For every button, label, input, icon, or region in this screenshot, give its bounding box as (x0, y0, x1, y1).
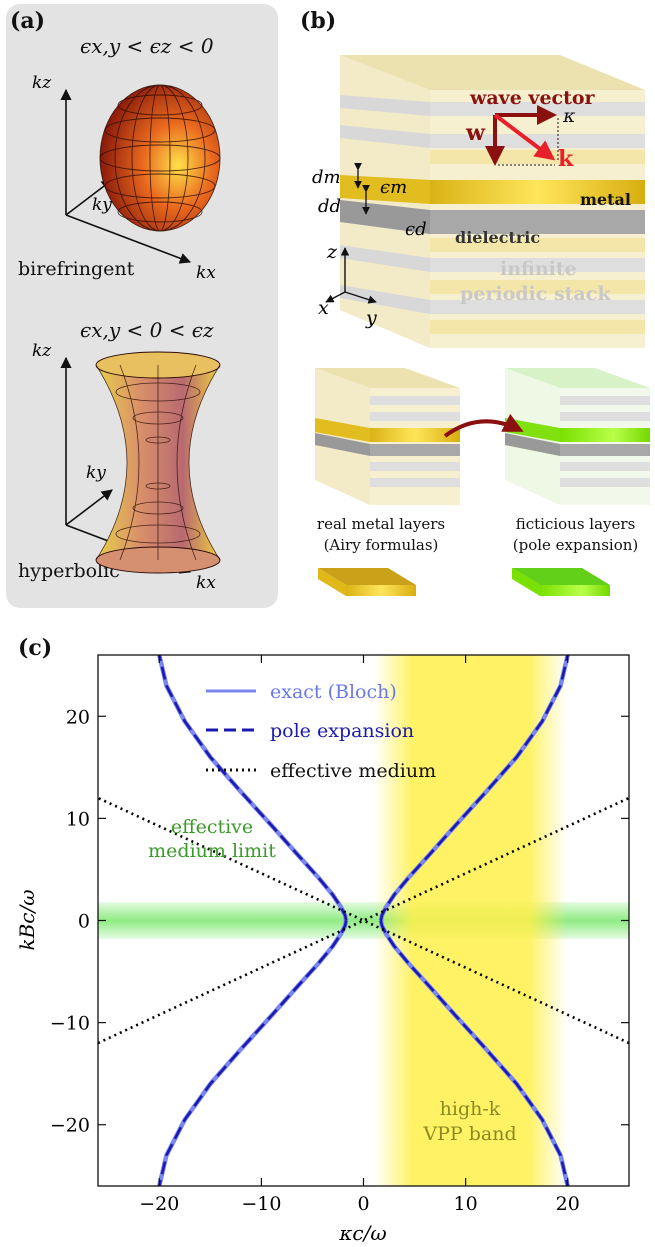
yellow-band-label-2: VPP band (422, 1123, 516, 1145)
green-band-label-1: effective (171, 816, 253, 838)
y-tick-label: −10 (50, 1013, 90, 1035)
legend-label-pole: pole expansion (270, 720, 414, 742)
x-tick-label: 0 (357, 1193, 369, 1215)
x-tick-label: −20 (139, 1193, 179, 1215)
legend-label-exact: exact (Bloch) (270, 681, 397, 703)
yellow-band-label-1: high-k (440, 1098, 501, 1120)
x-tick-label: 20 (556, 1193, 580, 1215)
x-axis-label: κc/ω (338, 1221, 386, 1245)
series-exact-bloch--curve (159, 921, 346, 1187)
green-band-label-2: medium limit (148, 840, 276, 862)
y-tick-label: −20 (50, 1115, 90, 1137)
x-tick-label: −10 (241, 1193, 281, 1215)
y-axis-label: kBc/ω (15, 889, 39, 950)
y-tick-label: 20 (66, 706, 90, 728)
legend-label-effective: effective medium (270, 760, 436, 782)
y-tick-label: 10 (66, 808, 90, 830)
y-tick-label: 0 (78, 911, 90, 933)
x-tick-label: 10 (454, 1193, 478, 1215)
